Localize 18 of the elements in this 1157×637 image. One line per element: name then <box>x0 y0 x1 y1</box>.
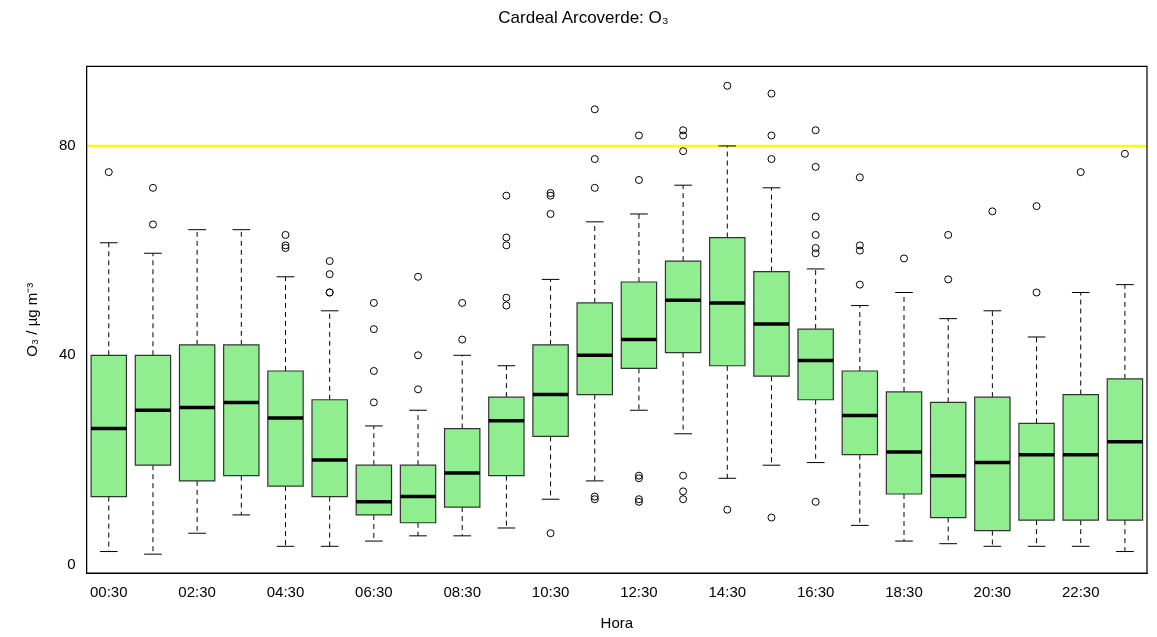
x-tick-label: 06:30 <box>355 583 393 601</box>
y-tick-label: 80 <box>59 136 76 154</box>
x-tick-label: 16:30 <box>796 583 835 601</box>
x-axis-title: Hora <box>600 614 634 632</box>
x-tick-label: 12:30 <box>620 583 658 601</box>
x-tick-label: 04:30 <box>266 583 305 601</box>
x-tick-label: 14:30 <box>708 583 747 601</box>
x-tick-label: 02:30 <box>178 583 216 601</box>
x-tick-label: 08:30 <box>443 583 481 601</box>
x-tick-label: 20:30 <box>973 583 1012 601</box>
y-tick-label: 0 <box>67 554 76 572</box>
chart-title: Cardeal Arcoverde: O₃ <box>498 7 669 27</box>
y-tick-label: 40 <box>59 345 76 363</box>
y-axis-title: O₃ / µg m⁻³ <box>23 282 41 357</box>
x-tick-label: 18:30 <box>885 583 923 601</box>
x-tick-label: 22:30 <box>1061 583 1100 601</box>
x-tick-label: 10:30 <box>531 583 570 601</box>
x-tick-label: 00:30 <box>90 583 128 601</box>
